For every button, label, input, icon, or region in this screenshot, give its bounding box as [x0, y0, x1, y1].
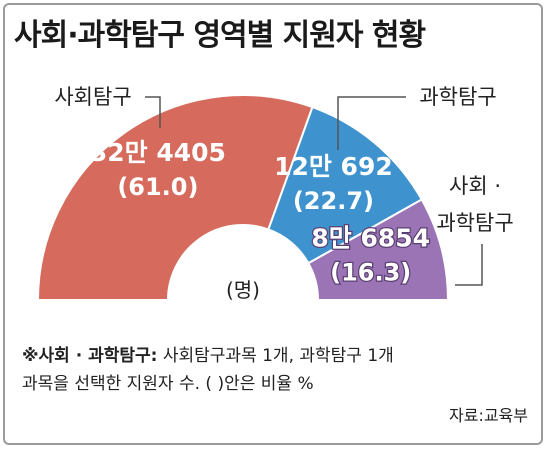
- slice-percent-label-1: (61.0): [117, 173, 198, 201]
- slice-1: [36, 94, 314, 301]
- slice-value-label-2: 12만 692: [274, 152, 393, 181]
- slice-2: [267, 105, 424, 265]
- chart-frame: [3, 3, 543, 445]
- chart-title: 사회·과학탐구 영역별 지원자 현황: [14, 18, 426, 53]
- category-label-3-line1: 사회 ·: [449, 174, 501, 198]
- slice-percent-label-2: (22.7): [293, 187, 374, 215]
- footnote-line2: 과목을 선택한 지원자 수. ( )안은 비율 %: [22, 374, 314, 394]
- slice-value-label-1: 32만 4405: [90, 138, 226, 167]
- footnote-lead: ※사회 · 과학탐구:: [22, 346, 158, 366]
- leader-line-1: [145, 96, 161, 128]
- leader-line-2: [337, 96, 406, 150]
- category-label-1: 사회탐구: [54, 85, 131, 109]
- category-label-3-line2: 과학탐구: [436, 211, 513, 235]
- unit-label: (명): [226, 278, 260, 302]
- slice-3: [307, 198, 450, 301]
- source-label: 자료:교육부: [449, 406, 528, 425]
- slice-percent-label-3: (16.3): [330, 259, 411, 287]
- footnote: ※사회 · 과학탐구: 사회탐구과목 1개, 과학탐구 1개 과목을 선택한 지…: [22, 342, 394, 398]
- leader-line-3: [455, 244, 483, 286]
- footnote-line1: 사회탐구과목 1개, 과학탐구 1개: [157, 346, 394, 366]
- slice-value-label-3: 8만 6854: [311, 224, 430, 253]
- category-label-2: 과학탐구: [419, 85, 496, 109]
